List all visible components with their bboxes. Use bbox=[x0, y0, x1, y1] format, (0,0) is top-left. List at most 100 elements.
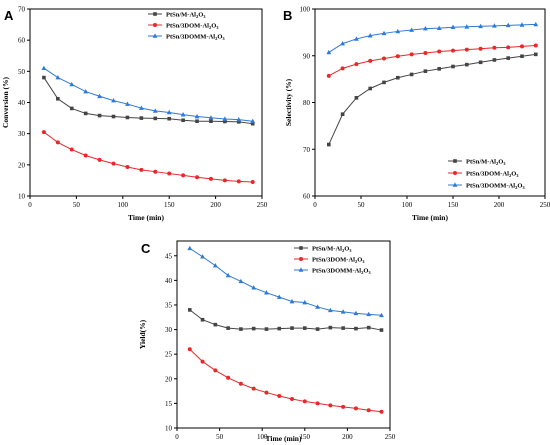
data-point bbox=[492, 45, 497, 50]
data-point bbox=[226, 326, 230, 330]
legend-entry: PtSn/M-Al2O3 bbox=[294, 245, 352, 253]
data-point bbox=[354, 326, 358, 331]
data-point bbox=[327, 142, 331, 147]
data-point bbox=[382, 56, 386, 61]
data-point bbox=[42, 75, 46, 80]
data-point bbox=[520, 44, 524, 49]
y-axis-title: Selectivity (%) bbox=[284, 78, 293, 126]
series-line bbox=[328, 23, 536, 53]
data-point bbox=[353, 406, 358, 411]
data-point bbox=[208, 115, 214, 120]
data-point bbox=[83, 88, 89, 94]
panel-letter: A bbox=[4, 8, 14, 23]
data-point bbox=[436, 25, 442, 30]
legend-marker bbox=[453, 159, 457, 163]
series-triangle bbox=[187, 245, 384, 318]
data-point bbox=[195, 119, 199, 123]
x-tick-label: 100 bbox=[402, 201, 413, 209]
y-tick-label: 50 bbox=[18, 68, 26, 76]
data-point bbox=[250, 121, 255, 126]
y-tick-label: 20 bbox=[18, 161, 26, 169]
data-point bbox=[251, 285, 257, 290]
legend-marker bbox=[153, 12, 157, 16]
y-tick-label: 90 bbox=[303, 52, 311, 60]
data-point bbox=[238, 381, 243, 386]
data-point bbox=[111, 98, 116, 103]
data-point bbox=[368, 86, 372, 91]
data-point bbox=[166, 109, 172, 115]
data-point bbox=[354, 62, 359, 67]
data-point bbox=[354, 36, 359, 41]
data-point bbox=[302, 399, 307, 404]
data-point bbox=[277, 326, 282, 331]
data-point bbox=[69, 106, 74, 111]
x-tick-label: 50 bbox=[358, 201, 366, 209]
data-point bbox=[167, 116, 171, 121]
legend-label: PtSn/3DOM-Al2O3 bbox=[312, 256, 365, 264]
data-point bbox=[379, 328, 384, 332]
x-tick-label: 250 bbox=[385, 433, 396, 441]
data-point bbox=[290, 326, 294, 330]
data-point bbox=[264, 290, 269, 295]
y-tick-label: 40 bbox=[165, 277, 173, 285]
data-point bbox=[187, 347, 192, 352]
data-point bbox=[395, 54, 400, 59]
data-point bbox=[223, 119, 227, 124]
data-point bbox=[200, 317, 205, 322]
data-point bbox=[167, 171, 172, 176]
data-point bbox=[340, 66, 345, 71]
x-tick-label: 0 bbox=[175, 433, 179, 441]
data-point bbox=[328, 325, 333, 330]
data-point bbox=[238, 278, 244, 284]
y-tick-label: 30 bbox=[18, 130, 26, 138]
data-point bbox=[239, 327, 243, 331]
data-point bbox=[251, 386, 256, 391]
data-point bbox=[152, 108, 158, 113]
y-tick-label: 20 bbox=[165, 375, 173, 383]
data-point bbox=[465, 62, 469, 67]
data-point bbox=[366, 325, 371, 330]
legend-marker bbox=[298, 267, 304, 272]
series-line bbox=[43, 67, 253, 122]
legend-label: PtSn/3DOMM-Al2O3 bbox=[466, 182, 525, 190]
y-tick-label: 60 bbox=[303, 193, 311, 201]
data-point bbox=[328, 403, 333, 408]
plot-frame bbox=[176, 240, 391, 429]
legend-marker bbox=[452, 182, 458, 187]
data-point bbox=[138, 105, 144, 110]
data-point bbox=[69, 81, 75, 87]
plot-frame bbox=[29, 8, 263, 197]
x-tick-label: 200 bbox=[210, 201, 221, 209]
x-axis-title: Time (min) bbox=[266, 434, 302, 443]
data-point bbox=[341, 404, 346, 409]
data-point bbox=[423, 50, 428, 55]
data-point bbox=[208, 176, 213, 181]
data-point bbox=[41, 130, 46, 135]
data-point bbox=[315, 401, 320, 406]
series-line bbox=[43, 77, 253, 125]
data-point bbox=[41, 65, 47, 71]
legend-label: PtSn/3DOMM-Al2O3 bbox=[166, 33, 225, 41]
data-point bbox=[250, 118, 256, 123]
data-point bbox=[139, 167, 144, 172]
series-circle bbox=[187, 347, 384, 414]
data-point bbox=[302, 299, 308, 305]
x-tick-label: 250 bbox=[540, 201, 550, 209]
legend-label: PtSn/M-Al2O3 bbox=[466, 158, 506, 166]
data-point bbox=[395, 28, 401, 34]
data-point bbox=[340, 309, 346, 314]
legend-entry: PtSn/3DOM-Al2O3 bbox=[294, 256, 365, 264]
data-point bbox=[409, 27, 414, 32]
data-point bbox=[290, 396, 295, 401]
data-point bbox=[437, 67, 441, 71]
data-point bbox=[181, 173, 186, 178]
series-circle bbox=[41, 130, 255, 184]
legend-entry: PtSn/3DOMM-Al2O3 bbox=[448, 182, 525, 190]
y-tick-label: 100 bbox=[300, 6, 311, 14]
data-point bbox=[534, 52, 538, 57]
x-tick-label: 150 bbox=[448, 201, 459, 209]
data-point bbox=[111, 161, 116, 166]
x-axis-title: Time (min) bbox=[412, 213, 448, 222]
legend-label: PtSn/M-Al2O3 bbox=[166, 11, 206, 19]
